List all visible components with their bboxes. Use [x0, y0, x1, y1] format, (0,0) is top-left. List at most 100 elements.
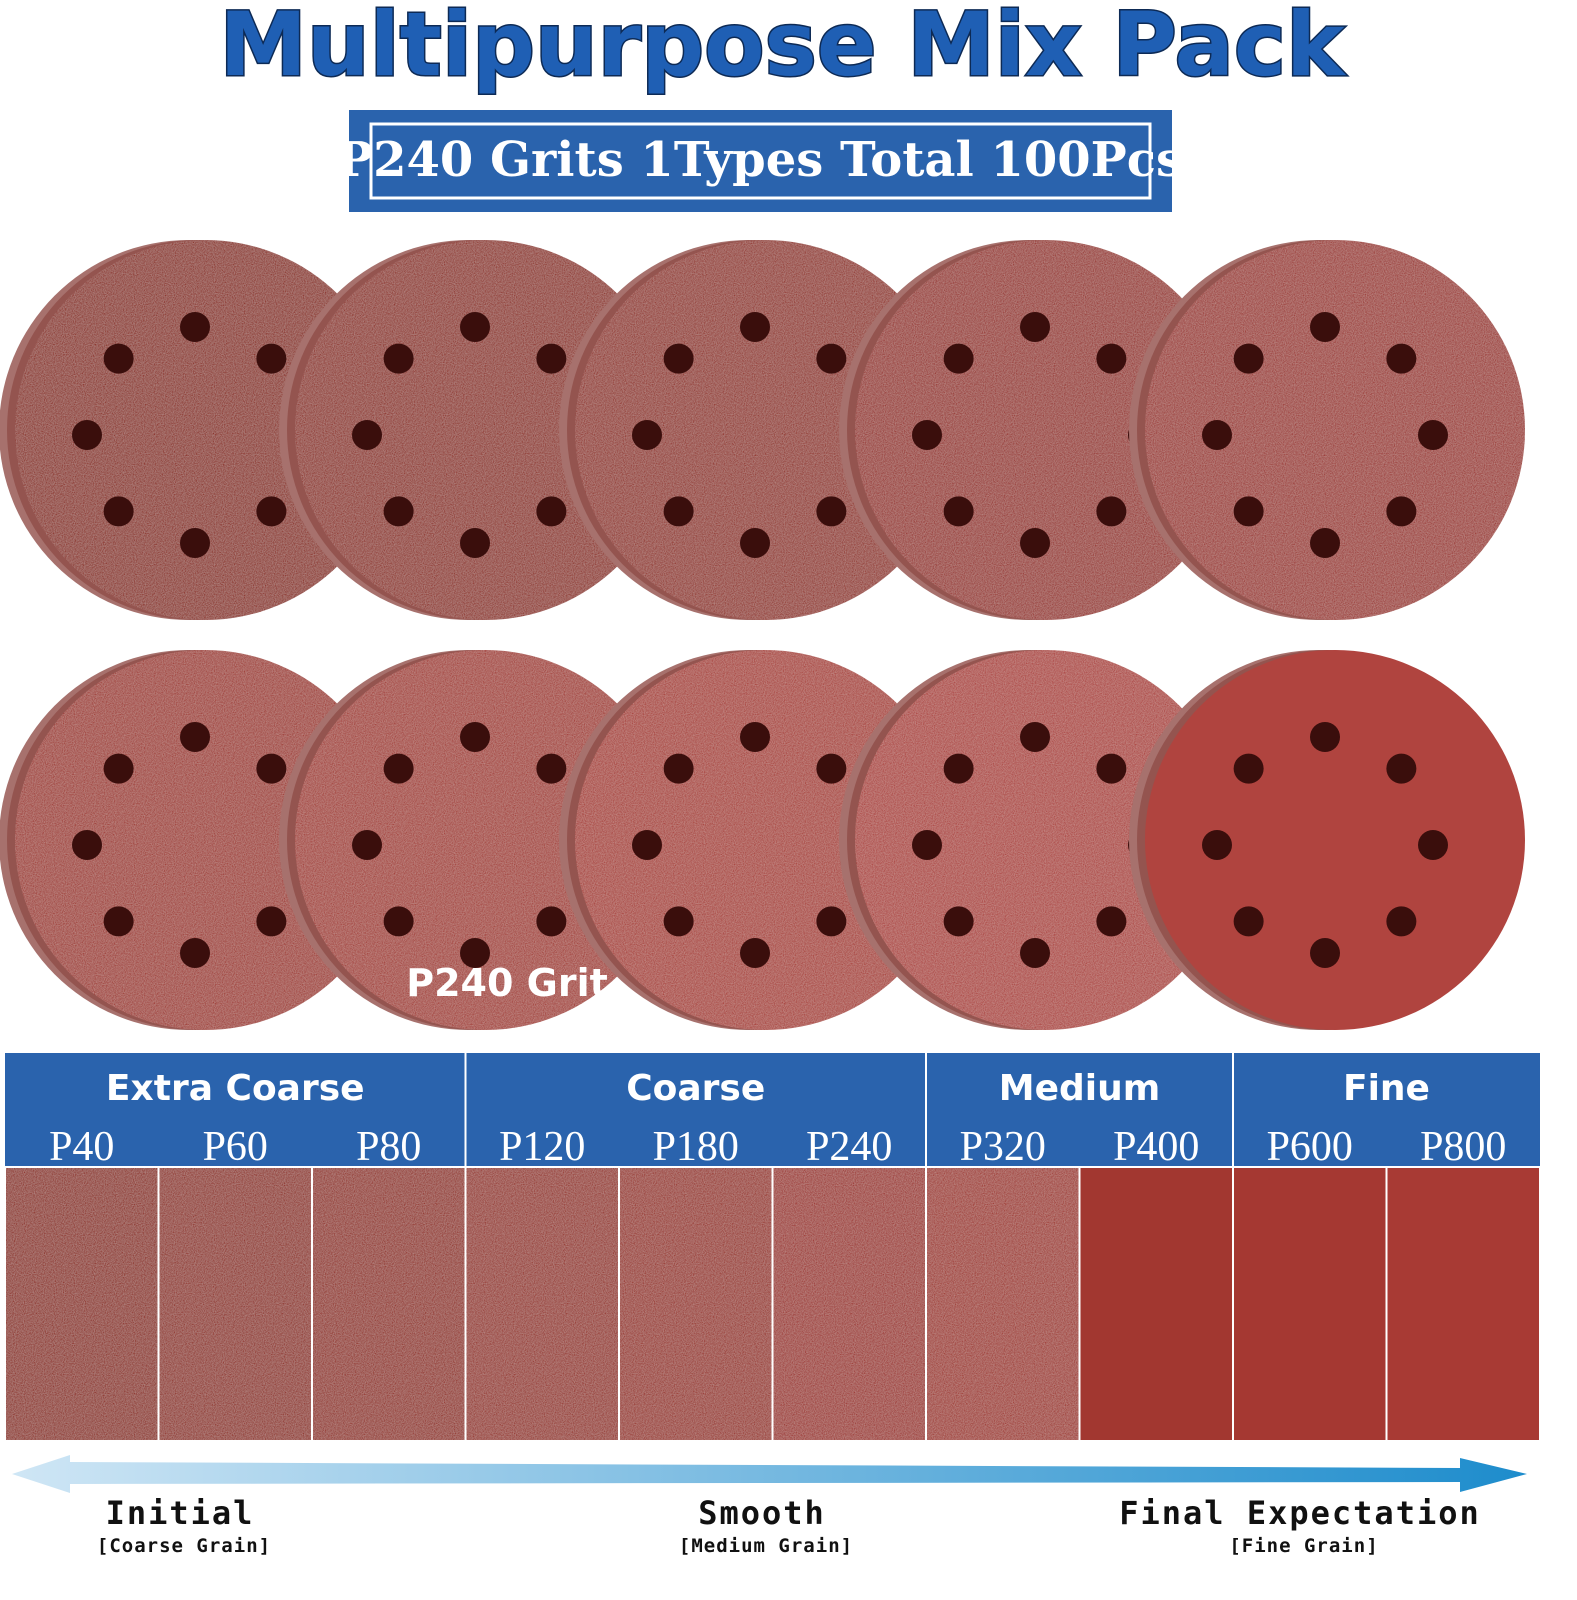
subtitle-box	[349, 110, 1172, 212]
disc-hole	[536, 496, 567, 527]
disc-hole	[912, 830, 942, 860]
disc-hole	[1233, 343, 1264, 374]
disc-hole	[1233, 496, 1264, 527]
disc-hole	[1233, 906, 1264, 937]
disc-hole	[816, 496, 847, 527]
grit-swatch	[159, 1168, 311, 1440]
disc-hole	[1310, 722, 1340, 752]
disc-hole	[740, 722, 770, 752]
disc-face	[295, 650, 675, 1030]
disc-hole	[383, 753, 414, 784]
disc-hole	[740, 938, 770, 968]
subtitle-frame	[369, 122, 1152, 200]
disc-hole	[460, 722, 490, 752]
grit-swatch	[1387, 1168, 1539, 1440]
disc-hole	[352, 830, 382, 860]
disc-hole	[943, 496, 974, 527]
disc-hole	[103, 753, 134, 784]
disc-hole	[256, 906, 287, 937]
group-name: Extra Coarse	[106, 1068, 365, 1109]
progress-label: Smooth	[698, 1494, 826, 1532]
disc-hole	[912, 420, 942, 450]
disc-hole	[663, 496, 694, 527]
disc-hole	[103, 496, 134, 527]
disc-hole	[1386, 906, 1417, 937]
disc-hole	[460, 938, 490, 968]
grit-label: P180	[653, 1124, 739, 1170]
grit-swatch	[466, 1168, 618, 1440]
grit-table: Extra Coarse P40 P60 P80 Coarse P120 P180 P240 M…	[5, 1053, 1540, 1440]
disc-hole	[536, 906, 567, 937]
disc-hole	[383, 343, 414, 374]
disc-hole	[72, 420, 102, 450]
disc-hole	[103, 906, 134, 937]
disc-hole	[663, 343, 694, 374]
disc-hole	[632, 830, 662, 860]
disc-hole	[1418, 830, 1448, 860]
disc-hole	[1020, 722, 1050, 752]
group-name: Fine	[1343, 1068, 1430, 1109]
disc-hole	[1310, 528, 1340, 558]
disc-hole	[536, 343, 567, 374]
disc-hole	[816, 343, 847, 374]
disc-hole	[180, 528, 210, 558]
table-header	[5, 1053, 1540, 1166]
disc-hole	[1096, 496, 1127, 527]
disc-hole	[740, 528, 770, 558]
disc-face	[295, 240, 675, 620]
grit-swatch	[1234, 1168, 1386, 1440]
progress-arrow	[12, 1455, 1527, 1493]
disc-hole	[1202, 830, 1232, 860]
disc-hole	[383, 906, 414, 937]
disc-hole	[1020, 528, 1050, 558]
disc-hole	[816, 753, 847, 784]
grit-swatch	[773, 1168, 925, 1440]
grit-swatch	[6, 1168, 158, 1440]
disc-hole	[663, 753, 694, 784]
disc-hole	[256, 343, 287, 374]
disc-hole	[663, 906, 694, 937]
grit-label: P240	[806, 1124, 892, 1170]
disc-face	[575, 240, 955, 620]
disc-hole	[1020, 938, 1050, 968]
disc-hole	[256, 753, 287, 784]
disc-hole	[1386, 496, 1417, 527]
disc-hole	[256, 496, 287, 527]
disc-face	[15, 650, 395, 1030]
subtitle: P240 Grits 1Types Total 100Pcs	[337, 132, 1183, 188]
disc-hole	[180, 722, 210, 752]
group-name: Medium	[999, 1068, 1161, 1109]
disc-hole	[103, 343, 134, 374]
progress-sub: [Fine Grain]	[1229, 1535, 1378, 1557]
disc-hole	[180, 312, 210, 342]
grit-swatch	[620, 1168, 772, 1440]
disc-hole	[1202, 420, 1232, 450]
progress-sub: [Coarse Grain]	[97, 1535, 271, 1557]
disc-hole	[1020, 312, 1050, 342]
disc-hole	[352, 420, 382, 450]
grit-swatch	[927, 1168, 1079, 1440]
progress-label: Final Expectation	[1119, 1494, 1481, 1532]
disc-hole	[536, 753, 567, 784]
group-name: Coarse	[626, 1068, 765, 1109]
disc-hole	[1096, 343, 1127, 374]
grit-label: P80	[356, 1124, 421, 1170]
progress-labels: Initial [Coarse Grain] Smooth [Medium Grain…	[97, 1494, 1481, 1557]
disc-face	[575, 650, 955, 1030]
disc-hole	[180, 938, 210, 968]
disc-hole	[460, 528, 490, 558]
disc-face	[1145, 240, 1525, 620]
disc-hole	[632, 420, 662, 450]
disc-hole	[1418, 420, 1448, 450]
disc-hole	[72, 830, 102, 860]
disc-hole	[383, 496, 414, 527]
grit-label: P40	[49, 1124, 114, 1170]
grit-label: P320	[960, 1124, 1046, 1170]
grit-swatch	[313, 1168, 465, 1440]
title: Multipurpose Mix Pack	[219, 0, 1347, 96]
disc-hole	[1096, 906, 1127, 937]
disc-face	[855, 240, 1235, 620]
disc-hole	[1386, 753, 1417, 784]
disc-face	[855, 650, 1235, 1030]
